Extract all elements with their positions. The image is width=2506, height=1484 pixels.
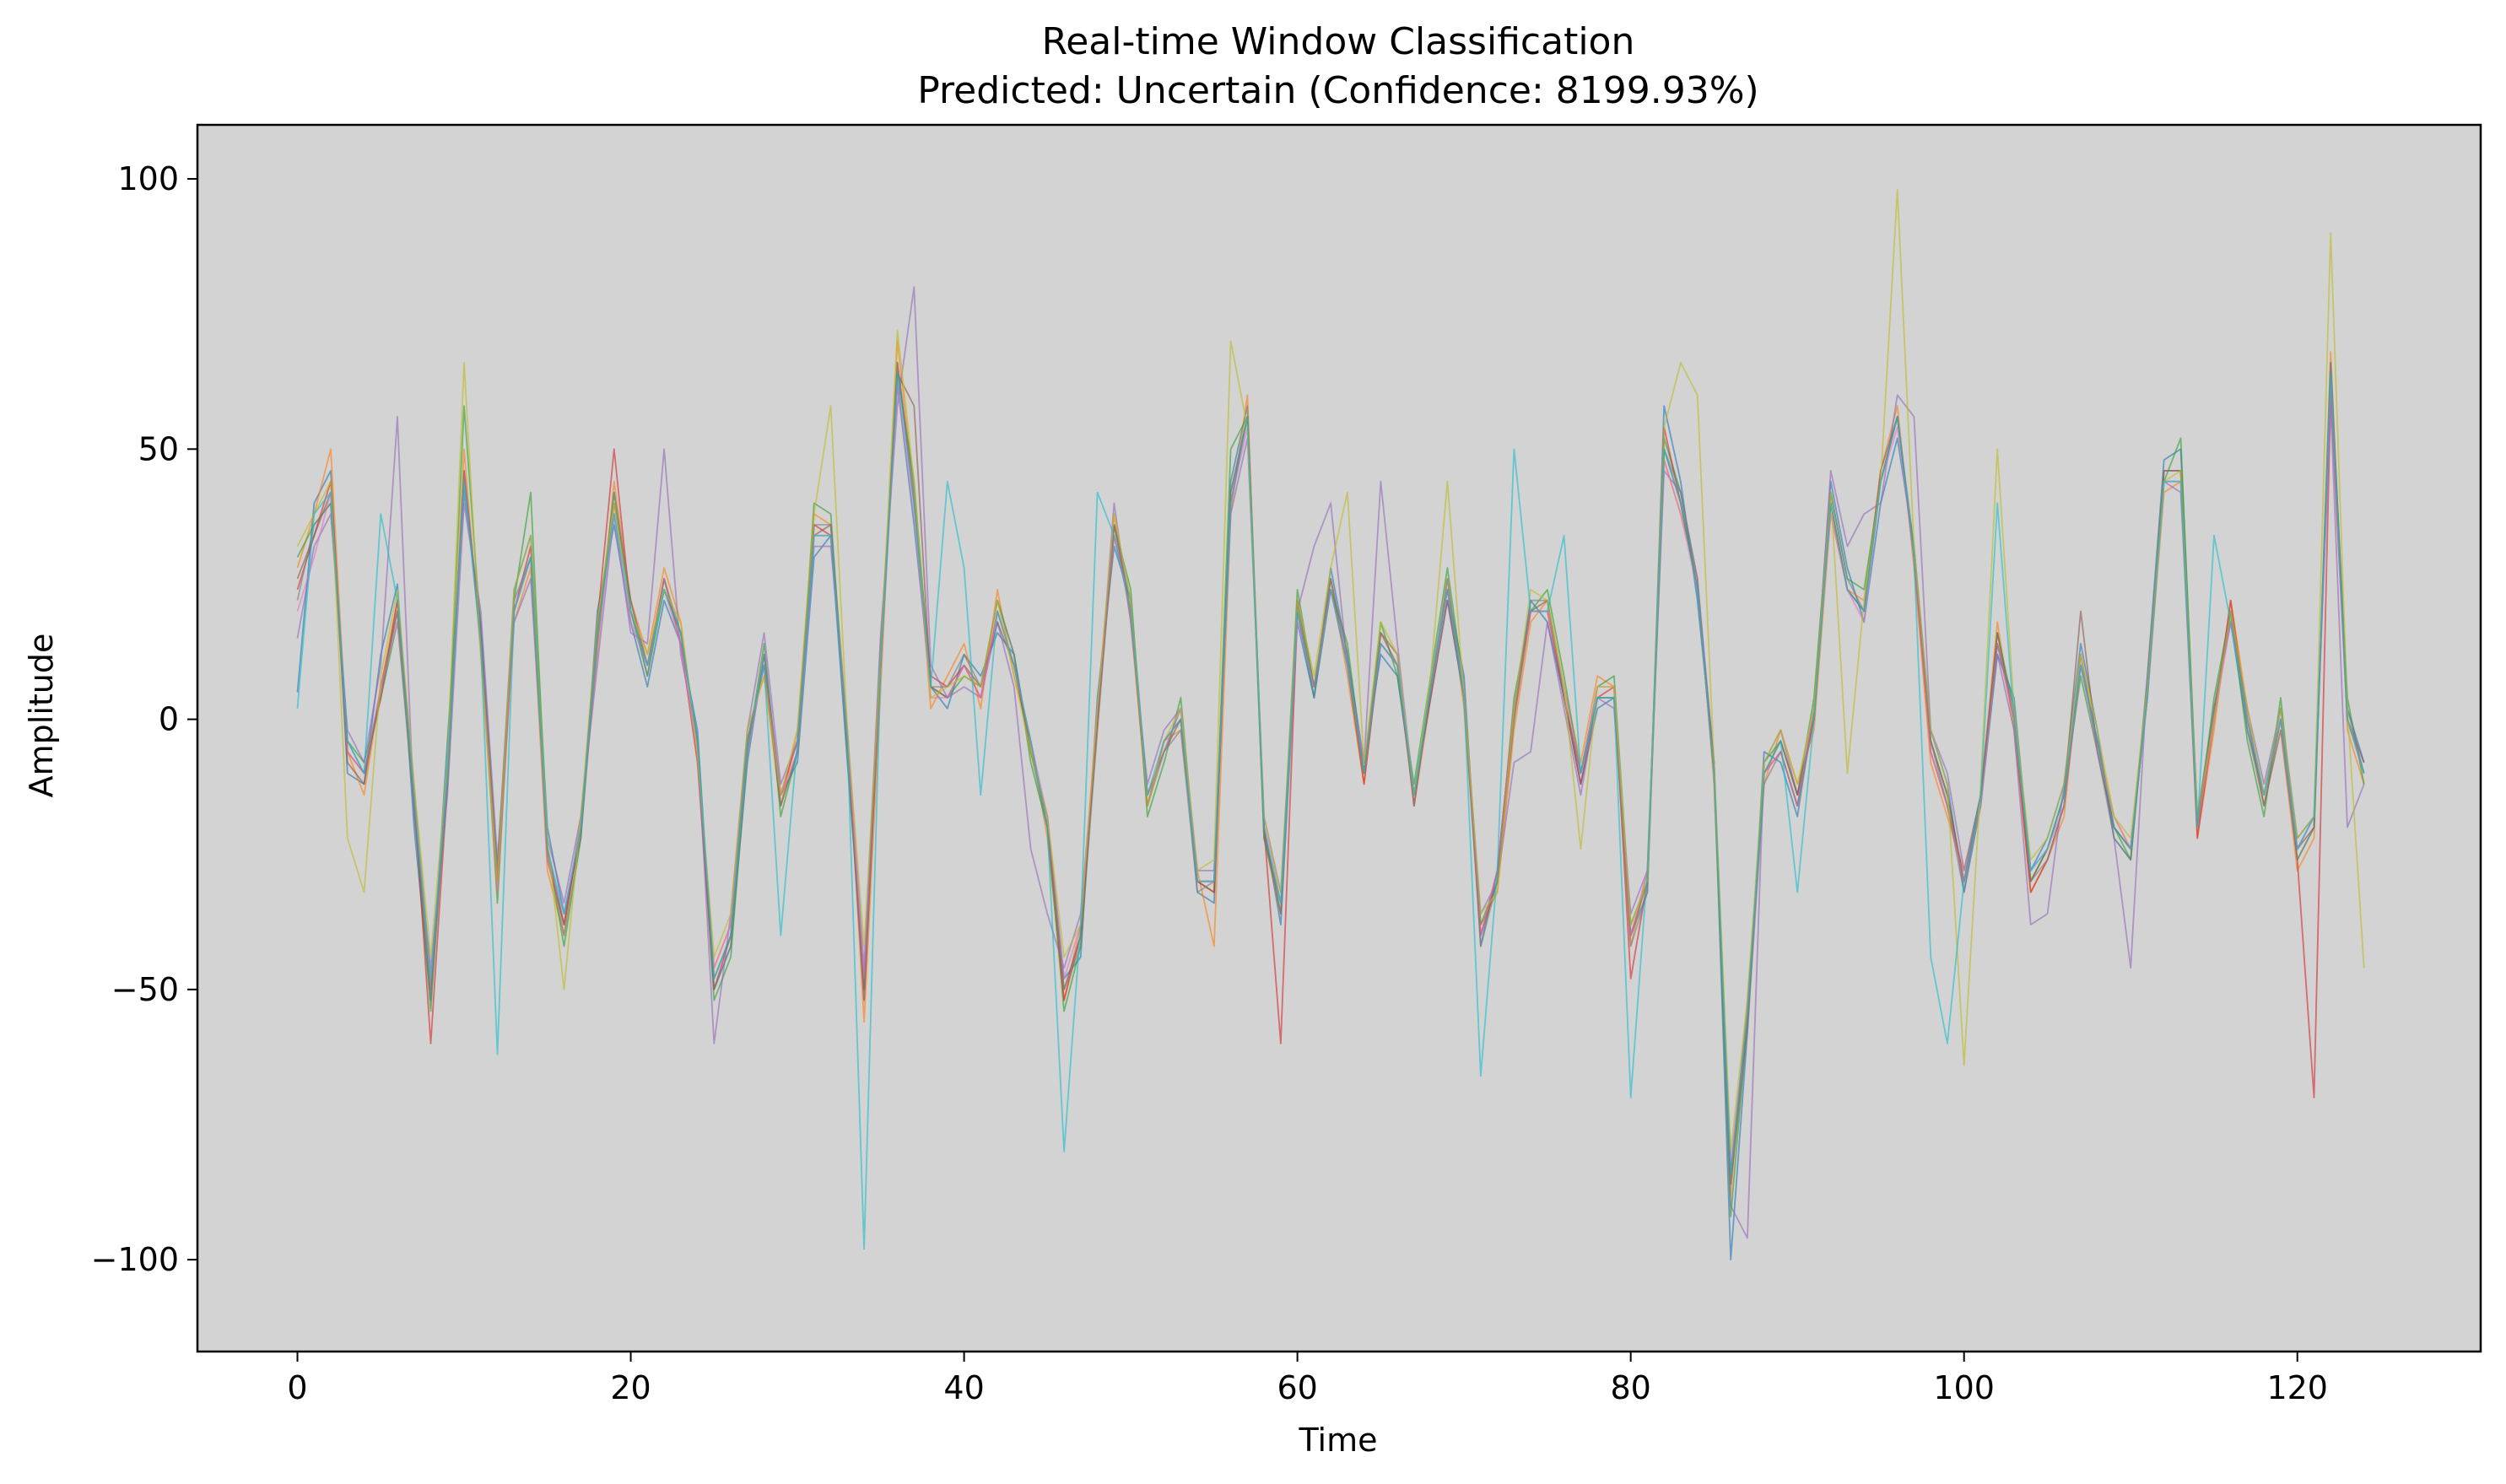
y-axis: −100 −50 0 50 100 xyxy=(91,160,197,1278)
chart-title-line-1: Real-time Window Classification xyxy=(1042,20,1635,63)
x-tick-label: 0 xyxy=(287,1369,307,1406)
x-tick-label: 20 xyxy=(610,1369,651,1406)
series-line-10 xyxy=(296,372,2365,1250)
series-line-9 xyxy=(296,188,2365,1152)
y-axis-label: Amplitude xyxy=(23,634,60,798)
x-axis: 0 20 40 60 80 100 120 xyxy=(287,1352,2328,1406)
x-tick-label: 100 xyxy=(1933,1369,1995,1406)
x-tick-label: 60 xyxy=(1277,1369,1317,1406)
y-tick-label: −100 xyxy=(91,1241,179,1278)
plot-area xyxy=(197,125,2481,1352)
series-layer xyxy=(296,188,2365,1260)
plot-frame xyxy=(196,123,2482,1353)
x-tick-label: 80 xyxy=(1610,1369,1650,1406)
y-tick-label: 100 xyxy=(117,160,179,197)
x-tick-label: 40 xyxy=(943,1369,984,1406)
x-tick-label: 120 xyxy=(2266,1369,2328,1406)
x-axis-label: Time xyxy=(1299,1422,1378,1459)
y-tick-label: 0 xyxy=(159,701,179,738)
y-tick-label: 50 xyxy=(138,430,179,467)
y-tick-label: −50 xyxy=(111,971,179,1008)
chart-title-line-2: Predicted: Uncertain (Confidence: 8199.9… xyxy=(917,69,1758,112)
